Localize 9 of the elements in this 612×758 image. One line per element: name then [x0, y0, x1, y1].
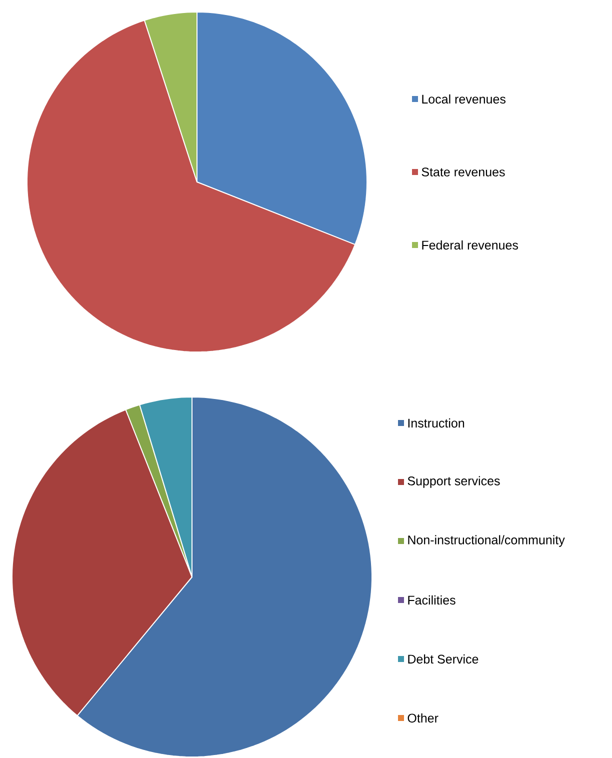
legend-label: Federal revenues: [422, 240, 518, 250]
legend-label: Debt Service: [408, 654, 478, 664]
legend-label: Other: [408, 713, 438, 723]
legend-label: Non-instructional/community: [408, 535, 565, 547]
legend-label: Facilities: [408, 595, 456, 605]
legend-label: State revenues: [422, 168, 505, 176]
legend-label: Local revenues: [422, 94, 506, 104]
legend-label: Instruction: [408, 418, 464, 428]
legend-label: Support services: [408, 476, 500, 488]
